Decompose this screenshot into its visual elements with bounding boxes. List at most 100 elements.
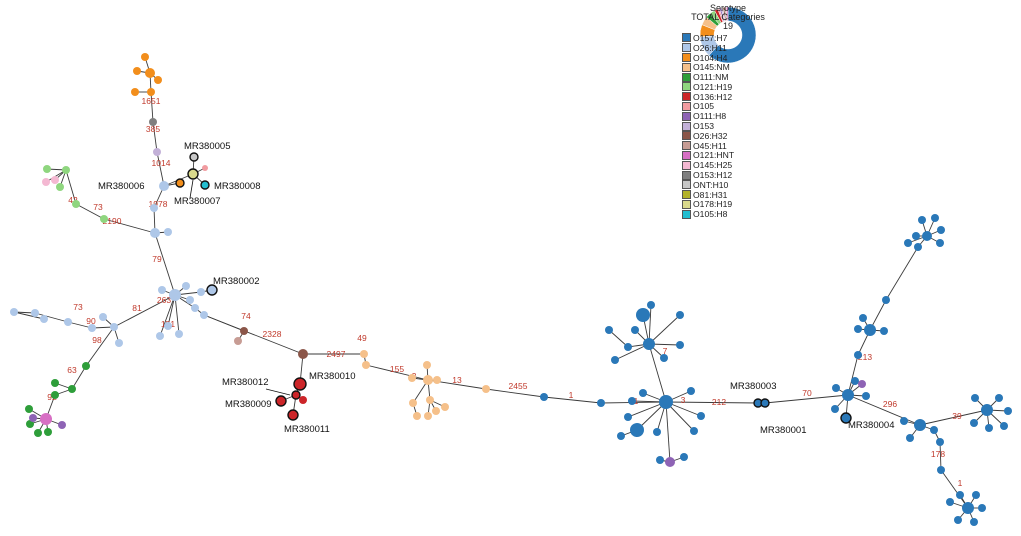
- tree-edge: [103, 218, 156, 234]
- isolate-node: [624, 343, 632, 351]
- isolate-node: [154, 76, 162, 84]
- isolate-node: [409, 399, 417, 407]
- isolate-node: [643, 338, 655, 350]
- isolate-node: [981, 404, 993, 416]
- isolate-node: [854, 351, 862, 359]
- legend-label: O153: [693, 121, 715, 132]
- isolate-node: [186, 296, 194, 304]
- edge-weight-label: 296: [883, 399, 897, 409]
- tree-edge: [154, 232, 176, 296]
- tree-edge: [159, 294, 176, 337]
- isolate-node: [423, 375, 433, 385]
- edge-weight-label: 1978: [149, 199, 168, 209]
- edge-weight-label: 155: [390, 364, 404, 374]
- isolate-node: [864, 324, 876, 336]
- edge-weight-label: 1: [569, 390, 574, 400]
- isolate-node: [540, 393, 548, 401]
- isolate-node: [956, 491, 964, 499]
- legend-swatch: [682, 43, 691, 53]
- isolate-node: [62, 166, 70, 174]
- isolate-node: [191, 304, 199, 312]
- edge-weight-label: 2497: [327, 349, 346, 359]
- legend-label: O121:HNT: [693, 150, 735, 161]
- isolate-label: MR380010: [309, 371, 355, 382]
- edge-weight-label: 212: [712, 397, 726, 407]
- legend-item: O153:H12: [682, 170, 778, 180]
- isolate-node: [68, 385, 76, 393]
- tree-edge: [665, 401, 759, 404]
- isolate-node: [34, 429, 42, 437]
- legend-item: O121:H19: [682, 82, 778, 92]
- legend-list: O157:H7 O26:H11 O104:H4 O145:NM O111:NM O121:…: [678, 33, 778, 219]
- isolate-node: [842, 389, 854, 401]
- edge-weight-label: 213: [858, 352, 872, 362]
- legend-label: O26:H32: [693, 130, 728, 141]
- legend-swatch: [682, 52, 691, 62]
- isolate-node: [29, 414, 37, 422]
- isolate-node: [1000, 422, 1008, 430]
- isolate-node: [659, 395, 673, 409]
- edge-weight-label: 42: [68, 195, 78, 205]
- isolate-node: [978, 504, 986, 512]
- highlighted-isolate-node: [840, 412, 852, 424]
- isolate-node: [298, 349, 308, 359]
- legend-subtitle: TOTAL Categories: [691, 12, 765, 22]
- legend-label: O111:H8: [693, 111, 727, 122]
- legend-swatch: [682, 131, 691, 141]
- isolate-node: [624, 413, 632, 421]
- donut-slice: [708, 6, 757, 64]
- isolate-node: [851, 377, 859, 385]
- isolate-node: [880, 327, 888, 335]
- isolate-node: [985, 424, 993, 432]
- isolate-node: [423, 361, 431, 369]
- isolate-node: [617, 432, 625, 440]
- tree-edge: [764, 394, 849, 404]
- isolate-node: [64, 318, 72, 326]
- isolate-node: [639, 389, 647, 397]
- legend-label: O105: [693, 101, 715, 112]
- legend-swatch: [682, 33, 691, 43]
- isolate-node: [930, 426, 938, 434]
- isolate-node: [962, 502, 974, 514]
- isolate-node: [362, 361, 370, 369]
- highlighted-isolate-node: [187, 168, 199, 180]
- isolate-node: [56, 183, 64, 191]
- edge-weight-label: 49: [357, 333, 367, 343]
- legend-swatch: [682, 170, 691, 180]
- isolate-label: MR380001: [760, 425, 806, 436]
- isolate-node: [954, 516, 962, 524]
- legend-item: ONT:H10: [682, 180, 778, 190]
- isolate-node: [51, 391, 59, 399]
- isolate-node: [40, 413, 52, 425]
- isolate-node: [882, 296, 890, 304]
- edge-weight-label: 63: [67, 365, 77, 375]
- legend-label: ONT:H10: [693, 179, 729, 190]
- isolate-node: [169, 289, 181, 301]
- isolate-node: [164, 228, 172, 236]
- legend-swatch: [682, 92, 691, 102]
- edge-weight-label: 7: [663, 346, 668, 356]
- isolate-node: [676, 311, 684, 319]
- legend-item: O145:H25: [682, 160, 778, 170]
- tree-edge: [75, 203, 105, 220]
- legend-swatch: [682, 209, 691, 219]
- isolate-node: [158, 286, 166, 294]
- legend-label: O111:NM: [693, 72, 729, 83]
- highlighted-isolate-node: [293, 377, 307, 391]
- edge-weight-label: 73: [73, 302, 83, 312]
- isolate-node: [660, 354, 668, 362]
- isolate-node: [141, 53, 149, 61]
- isolate-node: [676, 341, 684, 349]
- edge-labels: 1651385101419782190734279819098639273151…: [47, 96, 962, 488]
- legend-item: O81:H31: [682, 190, 778, 200]
- isolate-node: [131, 88, 139, 96]
- legend-item: O153: [682, 121, 778, 131]
- isolate-node: [912, 232, 920, 240]
- highlighted-isolate-node: [275, 395, 287, 407]
- isolate-node: [426, 396, 434, 404]
- legend-item: O105:H8: [682, 209, 778, 219]
- isolate-node: [234, 337, 242, 345]
- edge-weight-label: 70: [802, 388, 812, 398]
- isolate-node: [43, 165, 51, 173]
- edge-weight-label: 1: [958, 478, 963, 488]
